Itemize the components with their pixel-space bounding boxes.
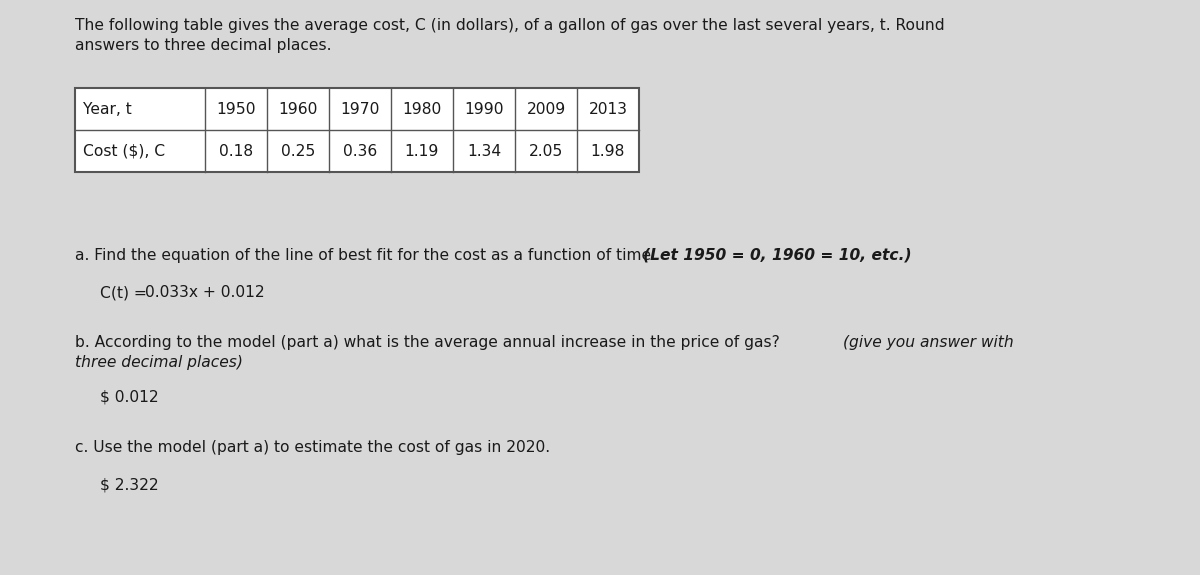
Text: (Let 1950 = 0, 1960 = 10, etc.): (Let 1950 = 0, 1960 = 10, etc.) [643, 248, 912, 263]
Text: 1960: 1960 [278, 102, 318, 117]
Text: 1.19: 1.19 [404, 144, 439, 159]
Text: 2013: 2013 [588, 102, 628, 117]
Text: 1970: 1970 [341, 102, 379, 117]
Text: three decimal places): three decimal places) [74, 355, 242, 370]
Text: 2009: 2009 [527, 102, 565, 117]
Text: (give you answer with: (give you answer with [842, 335, 1014, 350]
Text: 1980: 1980 [402, 102, 442, 117]
Text: C(t) =: C(t) = [100, 285, 151, 300]
Text: b. According to the model (part a) what is the average annual increase in the pr: b. According to the model (part a) what … [74, 335, 785, 350]
Text: 1990: 1990 [464, 102, 504, 117]
Text: 1950: 1950 [216, 102, 256, 117]
Bar [74, 88, 640, 172]
Text: 0.033x + 0.012: 0.033x + 0.012 [145, 285, 265, 300]
Text: 1.34: 1.34 [467, 144, 502, 159]
Text: c. Use the model (part a) to estimate the cost of gas in 2020.: c. Use the model (part a) to estimate th… [74, 440, 550, 455]
Text: a. Find the equation of the line of best fit for the cost as a function of time.: a. Find the equation of the line of best… [74, 248, 661, 263]
Text: The following table gives the average cost, C (in dollars), of a gallon of gas o: The following table gives the average co… [74, 18, 944, 33]
Text: $ 0.012: $ 0.012 [100, 390, 158, 405]
Text: 2.05: 2.05 [529, 144, 563, 159]
Text: Cost ($), C: Cost ($), C [83, 144, 166, 159]
Text: $ 2.322: $ 2.322 [100, 477, 158, 492]
Text: 1.98: 1.98 [590, 144, 625, 159]
Text: 0.36: 0.36 [343, 144, 377, 159]
Text: answers to three decimal places.: answers to three decimal places. [74, 38, 331, 53]
Text: Year, t: Year, t [83, 102, 132, 117]
Text: 0.25: 0.25 [281, 144, 316, 159]
Text: 0.18: 0.18 [218, 144, 253, 159]
